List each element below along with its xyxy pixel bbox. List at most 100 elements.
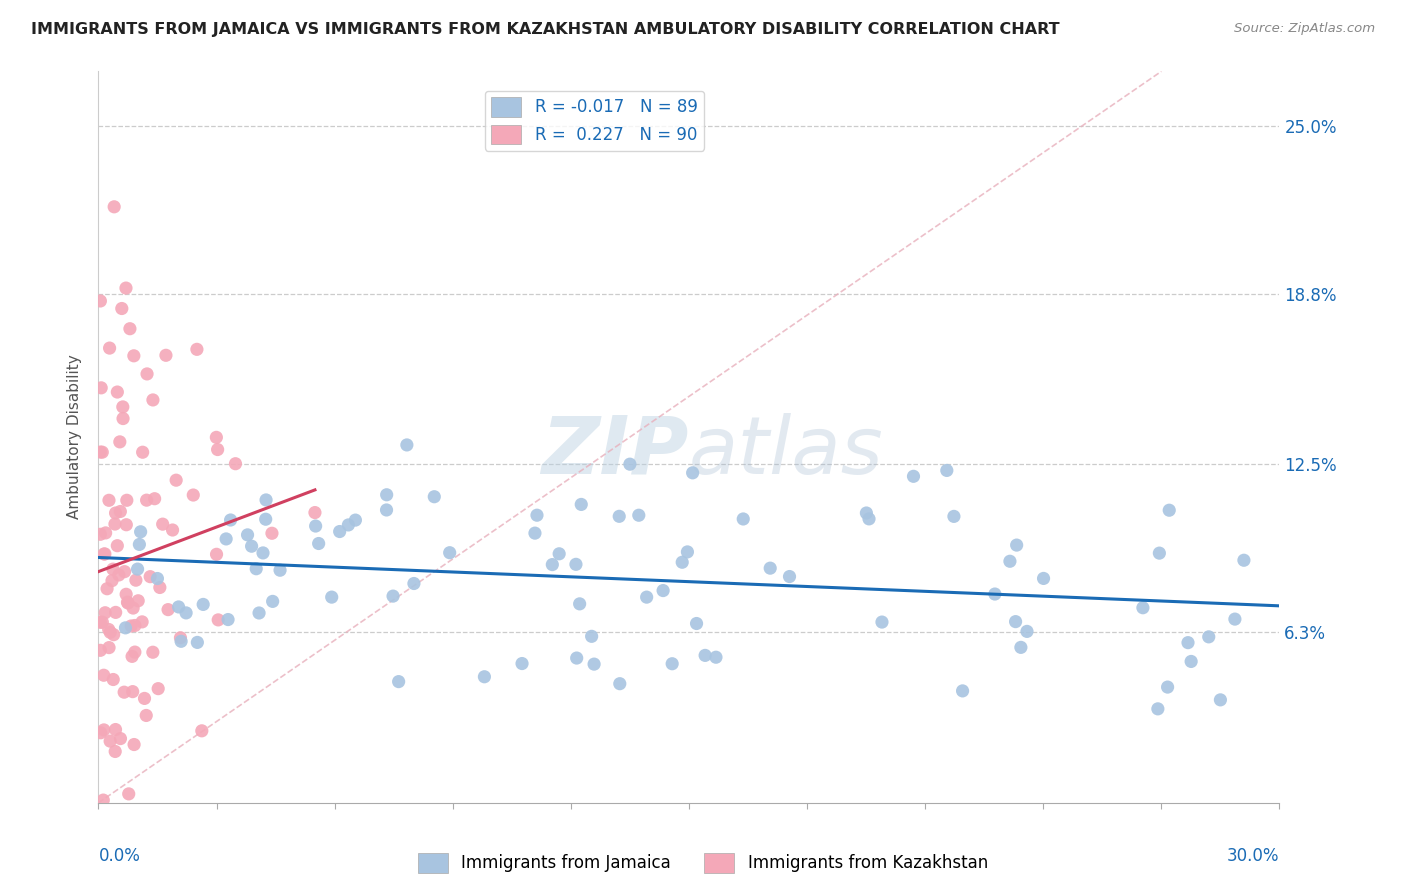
Point <box>169 631 191 645</box>
Point <box>111 400 134 414</box>
Point <box>114 621 136 635</box>
Point <box>1159 503 1181 517</box>
Point <box>439 546 461 560</box>
Point <box>152 517 174 532</box>
Point <box>98 341 121 355</box>
Text: 30.0%: 30.0% <box>1227 847 1279 864</box>
Point <box>134 691 156 706</box>
Point <box>131 445 153 459</box>
Point <box>104 723 127 737</box>
Point <box>609 676 631 690</box>
Point <box>565 558 588 572</box>
Point <box>93 668 115 682</box>
Point <box>124 618 146 632</box>
Y-axis label: Ambulatory Disability: Ambulatory Disability <box>67 355 83 519</box>
Point <box>569 498 592 512</box>
Point <box>122 349 145 363</box>
Point <box>98 640 121 655</box>
Point <box>191 723 214 738</box>
Point <box>858 512 880 526</box>
Point <box>103 628 125 642</box>
Point <box>142 392 165 407</box>
Point <box>247 606 270 620</box>
Point <box>115 587 138 601</box>
Point <box>337 517 360 532</box>
Point <box>104 606 127 620</box>
Point <box>115 493 138 508</box>
Point <box>98 625 121 640</box>
Point <box>855 506 877 520</box>
Point <box>91 445 114 459</box>
Point <box>112 685 135 699</box>
Point <box>103 673 125 687</box>
Point <box>308 536 330 550</box>
Legend: Immigrants from Jamaica, Immigrants from Kazakhstan: Immigrants from Jamaica, Immigrants from… <box>412 847 994 880</box>
Legend: R = -0.017   N = 89, R =  0.227   N = 90: R = -0.017 N = 89, R = 0.227 N = 90 <box>485 91 704 151</box>
Point <box>998 554 1021 568</box>
Point <box>94 606 117 620</box>
Point <box>321 590 343 604</box>
Point <box>96 582 118 596</box>
Point <box>304 506 326 520</box>
Point <box>148 681 170 696</box>
Text: atlas: atlas <box>689 413 884 491</box>
Point <box>704 650 727 665</box>
Point <box>139 569 162 583</box>
Point <box>135 493 157 508</box>
Point <box>155 348 177 362</box>
Point <box>581 629 603 643</box>
Text: Source: ZipAtlas.com: Source: ZipAtlas.com <box>1234 22 1375 36</box>
Point <box>548 547 571 561</box>
Point <box>165 473 187 487</box>
Point <box>89 643 111 657</box>
Point <box>375 503 398 517</box>
Point <box>121 649 143 664</box>
Point <box>217 613 239 627</box>
Point <box>1223 612 1246 626</box>
Point <box>245 562 267 576</box>
Point <box>583 657 606 672</box>
Point <box>388 674 411 689</box>
Point <box>254 512 277 526</box>
Point <box>1180 655 1202 669</box>
Point <box>110 731 132 746</box>
Point <box>117 596 139 610</box>
Point <box>93 547 115 561</box>
Point <box>146 572 169 586</box>
Point <box>205 547 228 561</box>
Point <box>112 411 135 425</box>
Point <box>236 528 259 542</box>
Point <box>671 555 693 569</box>
Point <box>115 517 138 532</box>
Point <box>120 619 142 633</box>
Point <box>260 526 283 541</box>
Point <box>94 547 117 561</box>
Point <box>870 615 893 629</box>
Point <box>252 546 274 560</box>
Point <box>142 645 165 659</box>
Point <box>510 657 533 671</box>
Point <box>619 457 641 471</box>
Point <box>186 635 208 649</box>
Point <box>942 509 965 524</box>
Point <box>101 574 124 588</box>
Point <box>97 623 120 637</box>
Point <box>269 563 291 577</box>
Point <box>103 200 125 214</box>
Point <box>329 524 352 539</box>
Point <box>105 385 128 400</box>
Point <box>1032 571 1054 585</box>
Point <box>127 562 149 576</box>
Point <box>186 343 208 357</box>
Point <box>568 597 591 611</box>
Point <box>143 491 166 506</box>
Text: ZIP: ZIP <box>541 413 689 491</box>
Point <box>181 488 204 502</box>
Point <box>207 442 229 457</box>
Point <box>118 322 141 336</box>
Point <box>167 599 190 614</box>
Point <box>627 508 650 523</box>
Point <box>1209 693 1232 707</box>
Point <box>127 594 149 608</box>
Point <box>108 568 131 582</box>
